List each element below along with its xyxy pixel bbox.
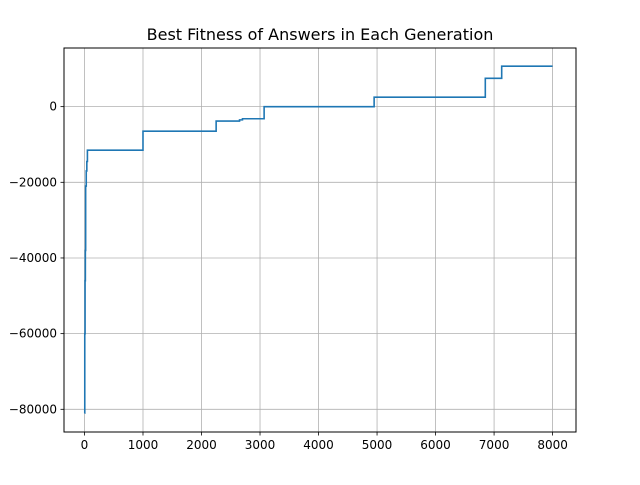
grid (64, 48, 576, 432)
y-tick-label: −80000 (9, 402, 57, 416)
y-axis: −80000 −60000 −40000 −20000 0 (9, 100, 64, 416)
x-tick-label: 8000 (537, 438, 568, 452)
x-axis: 0 1000 2000 3000 4000 5000 6000 7000 8000 (81, 432, 568, 452)
plot-frame (63, 47, 577, 433)
series-line (83, 65, 553, 414)
series-layer (83, 65, 553, 414)
y-tick-label: −60000 (9, 327, 57, 341)
x-tick-label: 5000 (362, 438, 393, 452)
chart-title: Best Fitness of Answers in Each Generati… (147, 25, 494, 44)
x-tick-label: 4000 (303, 438, 334, 452)
x-tick-label: 3000 (245, 438, 276, 452)
x-tick-label: 7000 (479, 438, 510, 452)
y-tick-label: −40000 (9, 251, 57, 265)
y-tick-label: 0 (49, 100, 57, 114)
x-tick-label: 6000 (420, 438, 451, 452)
x-tick-label: 0 (81, 438, 89, 452)
x-tick-label: 1000 (128, 438, 159, 452)
x-tick-label: 2000 (186, 438, 217, 452)
y-tick-label: −20000 (9, 175, 57, 189)
